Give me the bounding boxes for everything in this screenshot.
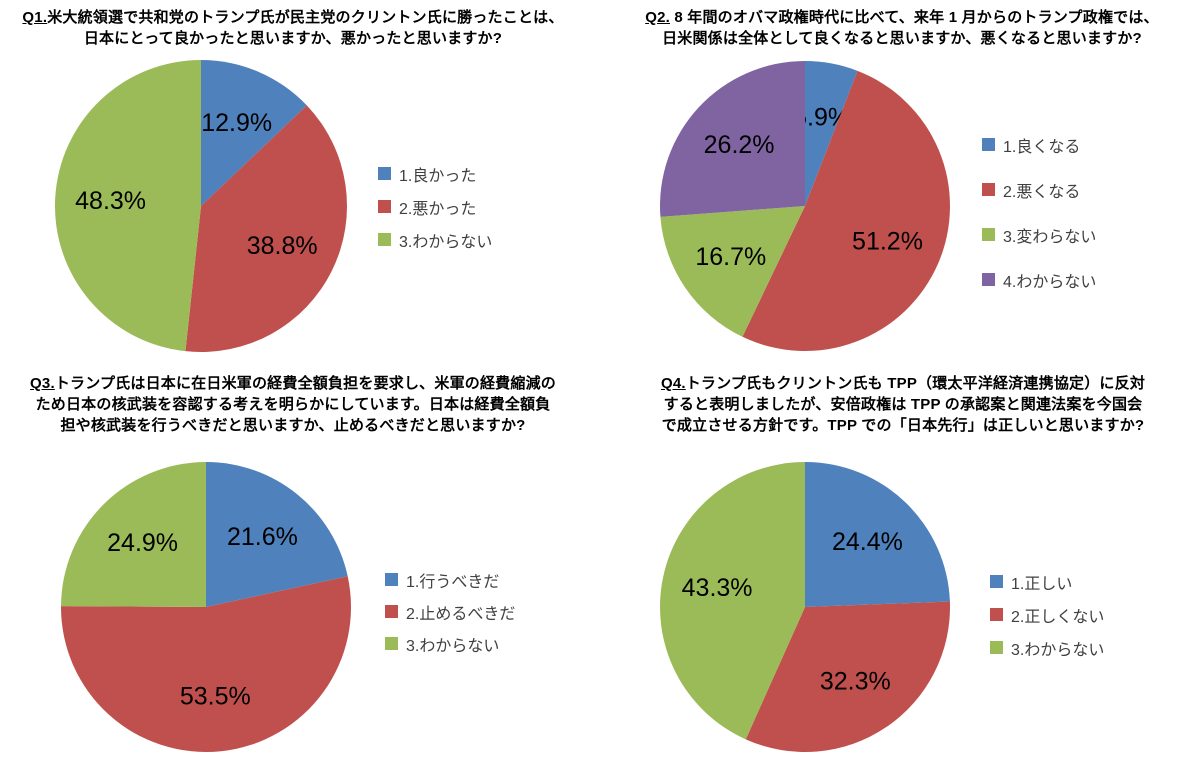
legend-item: 1.良かった <box>378 163 492 185</box>
legend-swatch-blue <box>378 167 391 180</box>
pie-slice <box>745 601 951 752</box>
q4-title-line3: で成立させる方針です。TPP での「日本先行」は正しいと思いますか? <box>661 417 1145 434</box>
legend-label: 2.正しくない <box>1011 608 1105 626</box>
q3-title-line2: ため日本の核武装を容認する考えを明らかにしています。日本は経費全額負 <box>35 396 551 413</box>
q2-legend: 1.良くなる 2.悪くなる 3.変わらない 4.わからない <box>982 134 1097 291</box>
q3-title: Q3.トランプ氏は日本に在日米軍の経費全額負担を要求し、米軍の経費縮減のため日本… <box>4 373 582 436</box>
q1-number: Q1. <box>22 9 48 26</box>
legend-item: 3.わからない <box>385 633 515 655</box>
pie-slice <box>54 60 201 352</box>
legend-item: 3.変わらない <box>982 224 1097 246</box>
data-label: 32.3% <box>820 668 891 696</box>
q4-number: Q4. <box>660 375 686 392</box>
legend-item: 1.正しい <box>990 571 1104 593</box>
data-label: 24.4% <box>832 528 903 556</box>
legend-swatch-green <box>990 641 1003 654</box>
legend-swatch-green <box>378 233 391 246</box>
q1-legend: 1.良かった 2.悪かった 3.わからない <box>378 163 493 251</box>
legend-label: 1.正しい <box>1011 575 1073 593</box>
pie-slice <box>660 462 805 740</box>
legend-item: 3.わからない <box>378 229 493 251</box>
data-label: 12.9% <box>201 109 272 137</box>
legend-swatch-purple <box>982 273 995 286</box>
data-label: 26.2% <box>704 131 775 159</box>
legend-swatch-blue <box>982 138 995 151</box>
legend-item: 4.わからない <box>982 269 1097 291</box>
q4-title-line1: トランプ氏もクリントン氏も TPP（環太平洋経済連携協定）に反対 <box>685 375 1146 392</box>
legend-label: 2.止めるべきだ <box>406 605 516 623</box>
legend-label: 2.悪かった <box>399 200 477 218</box>
legend-swatch-red <box>982 183 995 196</box>
legend-swatch-green <box>982 228 995 241</box>
legend-label: 4.わからない <box>1003 273 1097 291</box>
data-label: 51.2% <box>852 228 923 256</box>
legend-swatch-red <box>378 200 391 213</box>
pie-slice <box>659 61 805 217</box>
q2-title: Q2. 8 年間のオバマ政権時代に比べて、来年 1 月からのトランプ政権では、日… <box>606 7 1198 49</box>
legend-label: 1.良くなる <box>1003 138 1081 156</box>
q4-title: Q4.トランプ氏もクリントン氏も TPP（環太平洋経済連携協定）に反対すると表明… <box>612 373 1194 436</box>
legend-item: 1.良くなる <box>982 134 1096 156</box>
pie-slice <box>660 206 805 337</box>
pie-slice <box>185 105 348 353</box>
data-label: 24.9% <box>107 529 178 557</box>
legend-label: 3.わからない <box>406 637 500 655</box>
pie-slice <box>805 61 858 206</box>
q3-number: Q3. <box>30 375 55 392</box>
q4-legend: 1.正しい 2.正しくない 3.わからない <box>990 571 1105 659</box>
legend-label: 1.行うべきだ <box>406 573 500 591</box>
legend-swatch-blue <box>385 573 398 586</box>
q3-title-line1: トランプ氏は日本に在日米軍の経費全額負担を要求し、米軍の経費縮減の <box>54 375 556 392</box>
legend-label: 3.変わらない <box>1003 228 1097 246</box>
legend-swatch-green <box>385 637 398 650</box>
q3-title-line3: 担や核武装を行うべきだと思いますか、止めるべきだと思いますか? <box>60 417 526 434</box>
legend-label: 2.悪くなる <box>1003 183 1081 201</box>
legend-item: 3.わからない <box>990 637 1105 659</box>
pie-slice <box>60 576 351 753</box>
pie-slice <box>206 462 348 607</box>
data-label: 53.5% <box>180 682 251 710</box>
data-label: 16.7% <box>695 243 766 271</box>
legend-item: 2.悪かった <box>378 196 492 218</box>
legend-label: 1.良かった <box>399 167 477 185</box>
legend-item: 1.行うべきだ <box>385 569 515 591</box>
legend-item: 2.悪くなる <box>982 179 1096 201</box>
data-label: 38.8% <box>247 232 318 260</box>
legend-label: 3.わからない <box>1011 641 1105 659</box>
q1-title: Q1.米大統領選で共和党のトランプ氏が民主党のクリントン氏に勝ったことは、日本に… <box>4 7 582 49</box>
legend-label: 3.わからない <box>399 233 493 251</box>
legend-item: 2.止めるべきだ <box>385 601 516 623</box>
legend-swatch-red <box>385 605 398 618</box>
q1-title-line1: 米大統領選で共和党のトランプ氏が民主党のクリントン氏に勝ったことは、 <box>47 9 564 26</box>
q4-title-line2: すると表明しましたが、安倍政権は TPP の承認案と関連法案を今国会 <box>663 396 1143 413</box>
pie-slice <box>201 60 307 206</box>
legend-swatch-red <box>990 608 1003 621</box>
legend-swatch-blue <box>990 575 1003 588</box>
legend-item: 2.正しくない <box>990 604 1105 626</box>
pie-slice <box>742 70 951 352</box>
data-label: 43.3% <box>682 574 753 602</box>
q2-number: Q2. <box>645 9 670 26</box>
q2-title-line2: 日米関係は全体として良くなると思いますか、悪くなると思いますか? <box>662 30 1142 47</box>
pie-slice <box>805 462 950 607</box>
data-label: 48.3% <box>75 187 146 215</box>
q1-title-line2: 日本にとって良かったと思いますか、悪かったと思いますか? <box>83 30 503 47</box>
q2-title-line1: 8 年間のオバマ政権時代に比べて、来年 1 月からのトランプ政権では、 <box>670 9 1159 26</box>
data-label: 21.6% <box>227 523 298 551</box>
q3-legend: 1.行うべきだ 2.止めるべきだ 3.わからない <box>385 569 516 655</box>
pie-slice <box>61 462 206 607</box>
